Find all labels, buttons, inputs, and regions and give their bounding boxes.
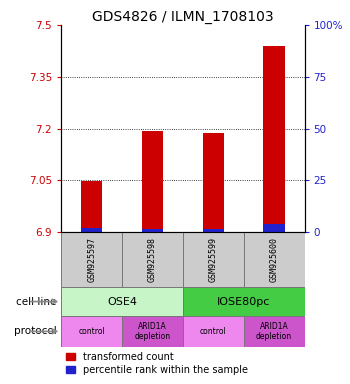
Bar <box>61 316 122 347</box>
Text: GSM925600: GSM925600 <box>270 237 279 282</box>
Text: OSE4: OSE4 <box>107 296 137 306</box>
Title: GDS4826 / ILMN_1708103: GDS4826 / ILMN_1708103 <box>92 10 274 24</box>
Bar <box>61 287 183 316</box>
Text: ARID1A
depletion: ARID1A depletion <box>256 322 292 341</box>
Bar <box>183 287 304 316</box>
Bar <box>203 229 224 232</box>
Bar <box>264 46 285 232</box>
Legend: transformed count, percentile rank within the sample: transformed count, percentile rank withi… <box>66 352 248 375</box>
Bar <box>122 232 183 287</box>
Bar <box>244 232 304 287</box>
Bar <box>81 181 102 232</box>
Text: protocol: protocol <box>14 326 56 336</box>
Text: GSM925597: GSM925597 <box>87 237 96 282</box>
Text: ARID1A
depletion: ARID1A depletion <box>134 322 170 341</box>
Text: GSM925598: GSM925598 <box>148 237 157 282</box>
Text: control: control <box>78 327 105 336</box>
Bar <box>61 232 122 287</box>
Bar <box>264 223 285 232</box>
Bar <box>244 316 304 347</box>
Text: GSM925599: GSM925599 <box>209 237 218 282</box>
Bar <box>183 316 244 347</box>
Text: cell line: cell line <box>16 296 56 306</box>
Bar <box>183 232 244 287</box>
Text: IOSE80pc: IOSE80pc <box>217 296 271 306</box>
Bar <box>203 133 224 232</box>
Bar <box>81 228 102 232</box>
Text: control: control <box>200 327 227 336</box>
Bar <box>142 131 163 232</box>
Bar <box>142 229 163 232</box>
Bar <box>122 316 183 347</box>
